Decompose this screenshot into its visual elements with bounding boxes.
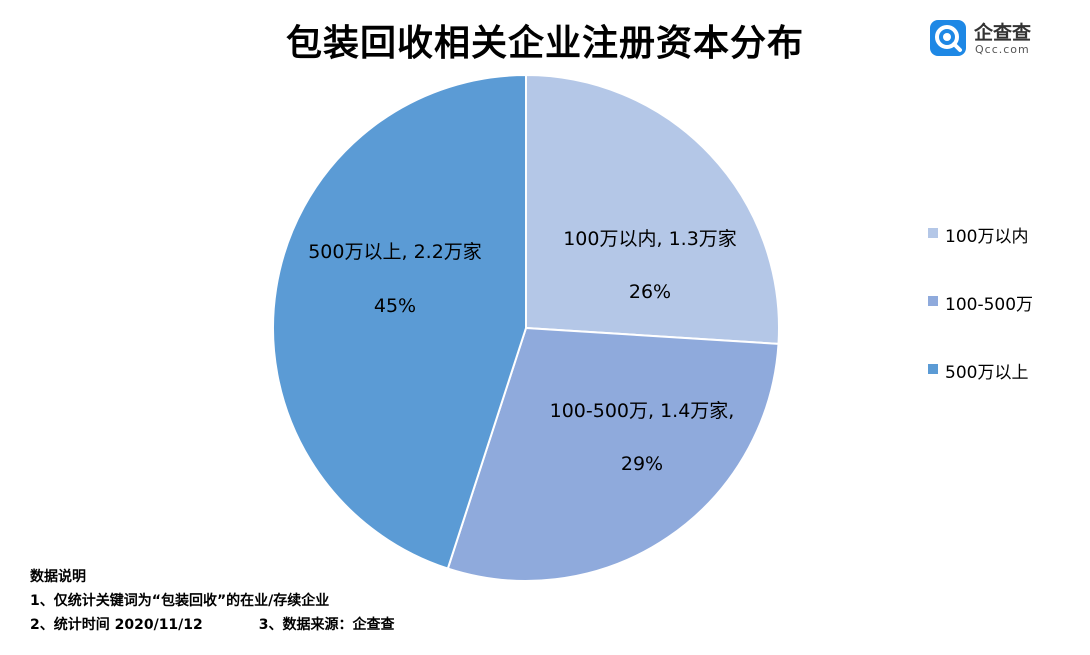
legend-swatch [928,228,938,238]
slice-100-500 [446,326,780,582]
slice-over-500 [272,73,527,570]
legend-swatch [928,296,938,306]
slice-under-100 [525,73,780,345]
data-notes: 数据说明 1、仅统计关键词为“包装回收”的在业/存续企业 2、统计时间 2020… [30,565,395,637]
notes-heading: 数据说明 [30,569,86,585]
legend: 100万以内 100-500万 500万以上 [928,222,1078,426]
legend-label: 500万以上 [945,363,1029,383]
slice-percent-label: 45% [374,295,416,317]
slice-percent-label: 29% [621,453,663,475]
chart-title: 包装回收相关企业注册资本分布 [285,23,804,64]
slice-label: 100-500万, 1.4万家, [550,400,735,422]
slice-percent-label: 26% [629,281,671,303]
legend-swatch [928,364,938,374]
notes-source: 3、数据来源：企查查 [258,617,395,633]
slice-label: 500万以上, 2.2万家 [308,241,482,263]
legend-item-100-500: 100-500万 [928,290,1078,315]
logo-url: Qcc.com [975,43,1030,56]
legend-item-over-500: 500万以上 [928,358,1078,383]
notes-time: 2、统计时间 2020/11/12 [30,617,203,633]
qcc-logo-icon [930,20,966,56]
logo-name: 企查查 [974,22,1032,44]
slice-label: 100万以内, 1.3万家 [563,228,737,250]
legend-item-under-100: 100万以内 [928,222,1078,247]
qcc-logo: 企查查 Qcc.com [930,18,1055,60]
notes-line-2: 2、统计时间 2020/11/12 3、数据来源：企查查 [30,613,395,637]
legend-label: 100-500万 [945,295,1034,315]
legend-label: 100万以内 [945,227,1029,247]
notes-line-1: 1、仅统计关键词为“包装回收”的在业/存续企业 [30,593,330,609]
